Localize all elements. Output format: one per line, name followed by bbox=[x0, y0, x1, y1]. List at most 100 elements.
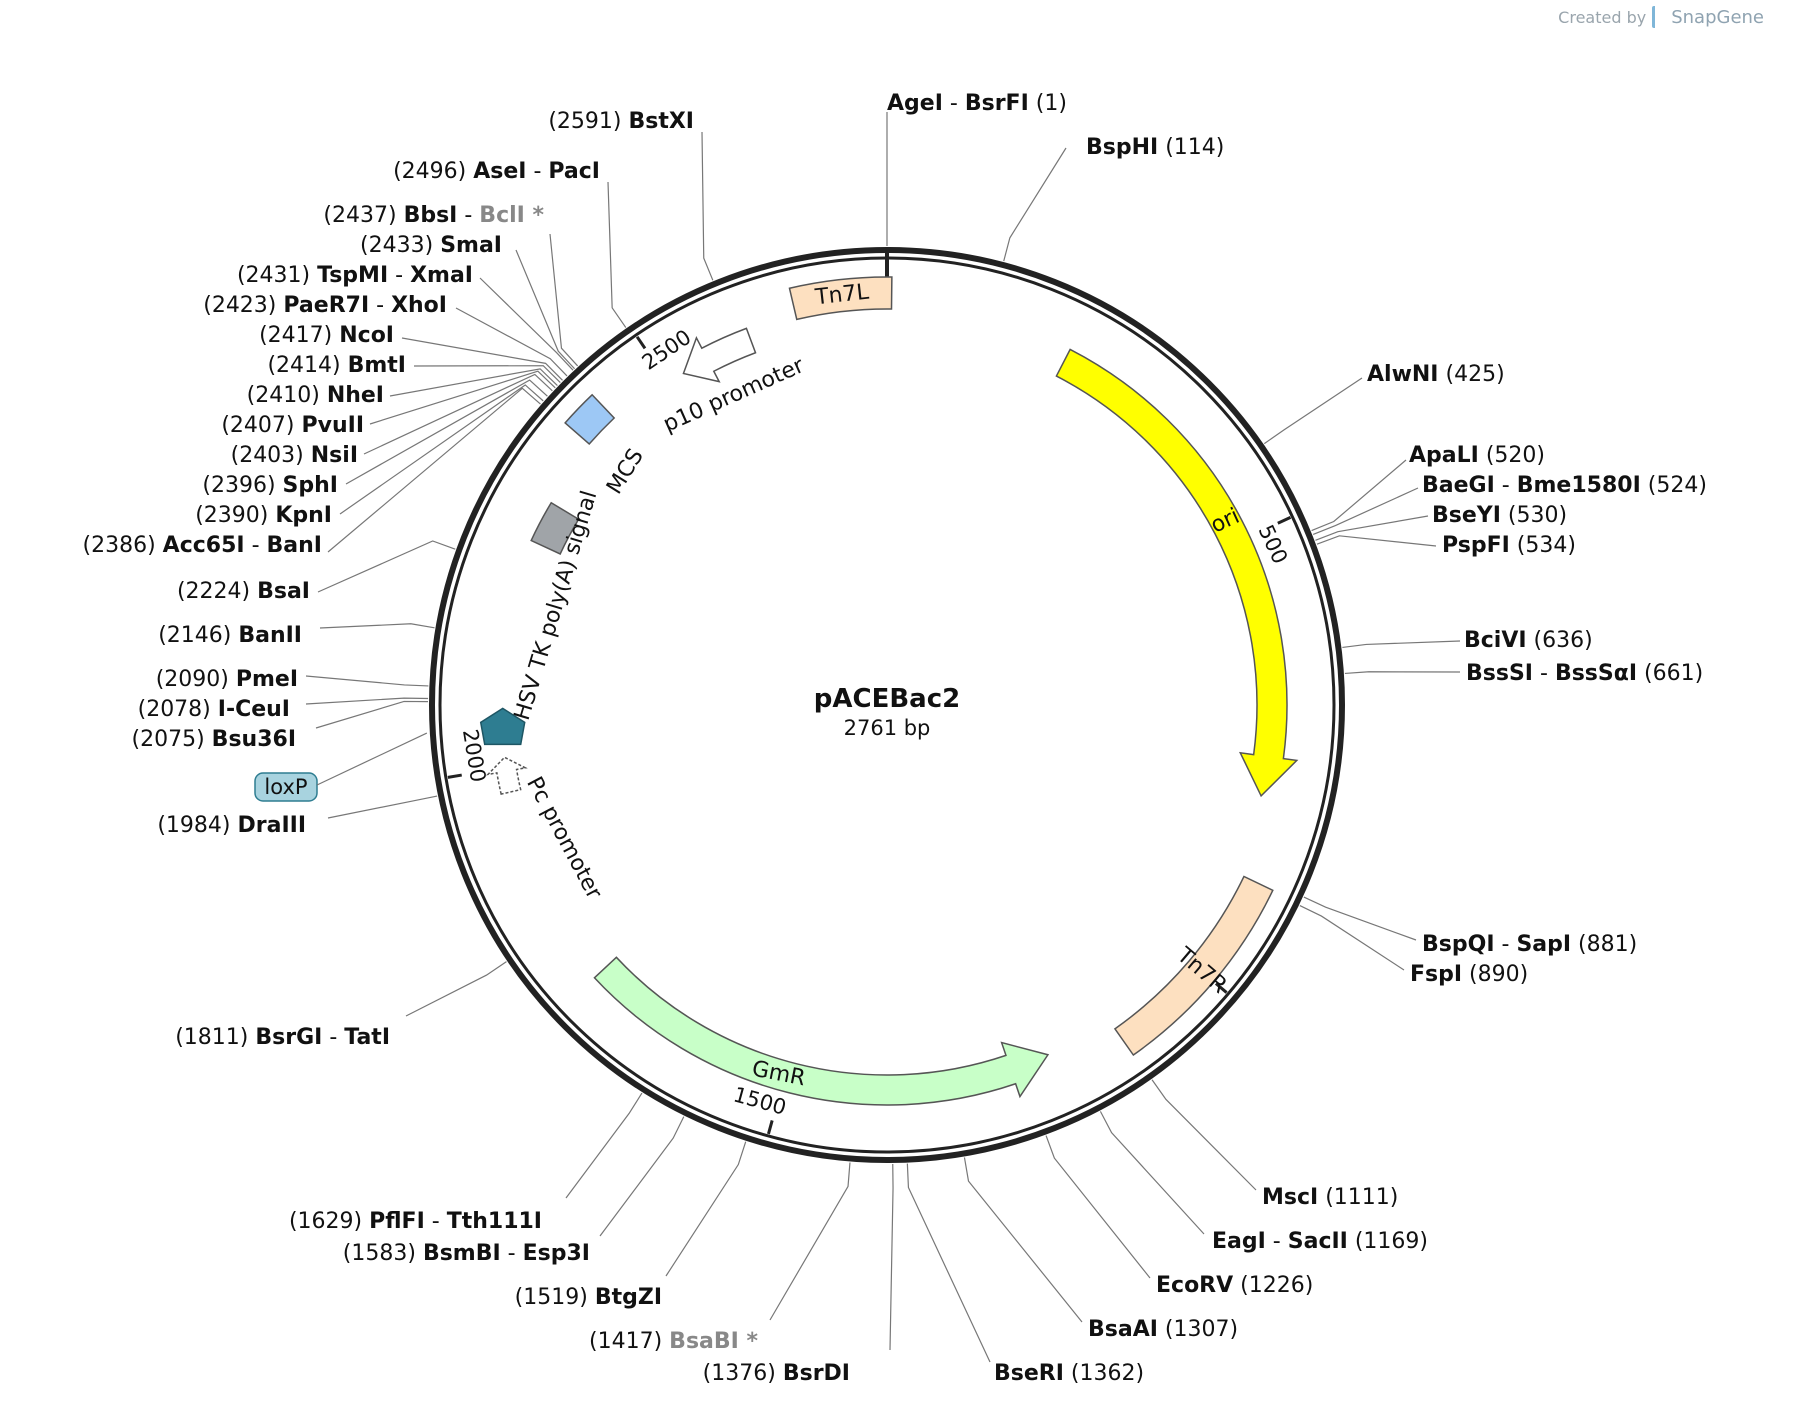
enzyme-name: PvuII bbox=[302, 413, 365, 438]
site-leader-line bbox=[327, 387, 541, 553]
site-leader-line bbox=[345, 379, 548, 485]
enzyme-name: BaeGI bbox=[1422, 473, 1495, 498]
site-eagi: EagI - SacII (1169) bbox=[1099, 1111, 1428, 1254]
enzyme-name: EcoRV bbox=[1156, 1273, 1233, 1298]
enzyme-name: NsiI bbox=[311, 443, 358, 468]
features-layer: Tn7L ori Tn7R GmR Pc promoter HSV TK poly(A) … bbox=[254, 276, 1299, 1106]
site-leader-line bbox=[1315, 515, 1429, 541]
enzyme-name: AseI bbox=[473, 159, 526, 184]
site-position: (1583) bbox=[343, 1241, 423, 1266]
tick-2500 bbox=[635, 335, 647, 350]
enzyme-name: PmeI bbox=[236, 667, 298, 692]
separator: - bbox=[388, 263, 410, 288]
site-leader-line bbox=[1151, 1079, 1257, 1191]
site-label: (1583) BsmBI - Esp3I bbox=[343, 1241, 590, 1266]
site-label: (2431) TspMI - XmaI bbox=[237, 263, 473, 288]
enzyme-name: PacI bbox=[548, 159, 600, 184]
enzyme-name: Bme1580I bbox=[1517, 473, 1641, 498]
credit-prefix: Created by bbox=[1558, 7, 1647, 27]
site-label: (1417) BsaBI * bbox=[589, 1329, 758, 1354]
feature-shape-p10-promoter bbox=[682, 327, 757, 383]
site-position: (2410) bbox=[247, 383, 327, 408]
site-position: (2433) bbox=[360, 233, 440, 258]
site-bseyi: BseYI (530) bbox=[1315, 503, 1567, 541]
feature-shape-ori bbox=[1055, 348, 1299, 798]
site-leader-line bbox=[339, 384, 544, 515]
site-label: (2396) SphI bbox=[202, 473, 338, 498]
site-leader-line bbox=[479, 277, 574, 371]
site-leader-line bbox=[455, 307, 568, 377]
tick-1000 bbox=[1214, 982, 1228, 994]
site-label: (1811) BsrGI - TatI bbox=[175, 1025, 390, 1050]
site-leader-line bbox=[1099, 1111, 1205, 1235]
site-position: (114) bbox=[1158, 135, 1224, 160]
site-position: (1307) bbox=[1158, 1317, 1238, 1342]
site-paer7i: (2423) PaeR7I - XhoI bbox=[203, 293, 568, 377]
feature-label-pc-promoter: Pc promoter bbox=[521, 773, 607, 904]
site-leader-line bbox=[305, 697, 429, 705]
site-position: (2078) bbox=[138, 697, 218, 722]
site-leader-line bbox=[369, 370, 556, 425]
separator: - bbox=[1266, 1229, 1288, 1254]
site-position: (2090) bbox=[156, 667, 236, 692]
site-bcivi: BciVI (636) bbox=[1342, 628, 1593, 653]
site-leader-line bbox=[565, 1092, 643, 1199]
site-label: BssSI - BssSαI (661) bbox=[1466, 661, 1703, 686]
site-leader-line bbox=[607, 181, 627, 328]
enzyme-name: BseYI bbox=[1432, 503, 1501, 528]
site-leader-line bbox=[327, 795, 438, 819]
site-ncoi: (2417) NcoI bbox=[259, 323, 563, 381]
site-nsii: (2403) NsiI bbox=[231, 373, 553, 468]
site-bmti: (2414) BmtI bbox=[267, 353, 561, 383]
enzyme-name: BsrGI bbox=[255, 1025, 322, 1050]
site-leader-line bbox=[1045, 1135, 1151, 1279]
site-position: (2386) bbox=[83, 533, 163, 558]
separator: - bbox=[1533, 661, 1555, 686]
site-i-ceui: (2078) I-CeuI bbox=[138, 697, 429, 722]
site-leader-line bbox=[665, 1141, 747, 1277]
enzyme-name: BsrDI bbox=[783, 1361, 850, 1386]
site-nhei: (2410) NheI bbox=[247, 368, 558, 408]
site-leader-line bbox=[1263, 377, 1363, 445]
site-position: (2496) bbox=[393, 159, 473, 184]
site-label: (2433) SmaI bbox=[360, 233, 502, 258]
site-position: (524) bbox=[1641, 473, 1707, 498]
site-leader-line bbox=[549, 233, 579, 367]
enzyme-name: BmtI bbox=[348, 353, 406, 378]
feature-shape-hsv-tk-poly-a-signal bbox=[530, 501, 580, 555]
separator: - bbox=[457, 203, 479, 228]
enzyme-name: SapI bbox=[1516, 932, 1571, 957]
enzyme-name: TatI bbox=[344, 1025, 390, 1050]
site-leader-line bbox=[401, 337, 563, 381]
enzyme-name: AlwNI bbox=[1367, 362, 1439, 387]
site-leader-line bbox=[599, 1116, 685, 1237]
site-leader-line bbox=[701, 131, 714, 281]
site-position: (1111) bbox=[1318, 1185, 1398, 1210]
site-label: EcoRV (1226) bbox=[1156, 1273, 1313, 1298]
feature-tn7r: Tn7R bbox=[1113, 875, 1274, 1057]
feature-shape-tn7r bbox=[1113, 875, 1274, 1057]
site-tspmi: (2431) TspMI - XmaI bbox=[237, 263, 574, 371]
site-leader-line bbox=[389, 368, 558, 397]
site-leader-line bbox=[315, 700, 429, 729]
site-leader-line bbox=[1003, 147, 1067, 262]
enzyme-name: BciVI bbox=[1464, 628, 1527, 653]
site-position: (1519) bbox=[515, 1285, 595, 1310]
feature-shape-mcs bbox=[564, 393, 616, 446]
site-label: (2146) BanII bbox=[158, 623, 302, 648]
site-position: (1) bbox=[1029, 91, 1067, 116]
enzyme-name: PaeR7I bbox=[283, 293, 369, 318]
site-baegi: BaeGI - Bme1580I (524) bbox=[1312, 473, 1707, 536]
separator: - bbox=[501, 1241, 523, 1266]
site-label: BaeGI - Bme1580I (524) bbox=[1422, 473, 1707, 498]
site-position: (636) bbox=[1527, 628, 1593, 653]
site-pflfi: (1629) PflFI - Tth111I bbox=[289, 1092, 643, 1234]
site-position: (2146) bbox=[158, 623, 238, 648]
site-leader-line bbox=[317, 540, 456, 593]
site-position: (1362) bbox=[1064, 1361, 1144, 1386]
enzyme-name: FspI bbox=[1410, 962, 1462, 987]
enzyme-name: BsrFI bbox=[965, 91, 1029, 116]
site-bsphi: BspHI (114) bbox=[1003, 135, 1224, 262]
feature-pc-promoter: Pc promoter bbox=[485, 756, 607, 904]
